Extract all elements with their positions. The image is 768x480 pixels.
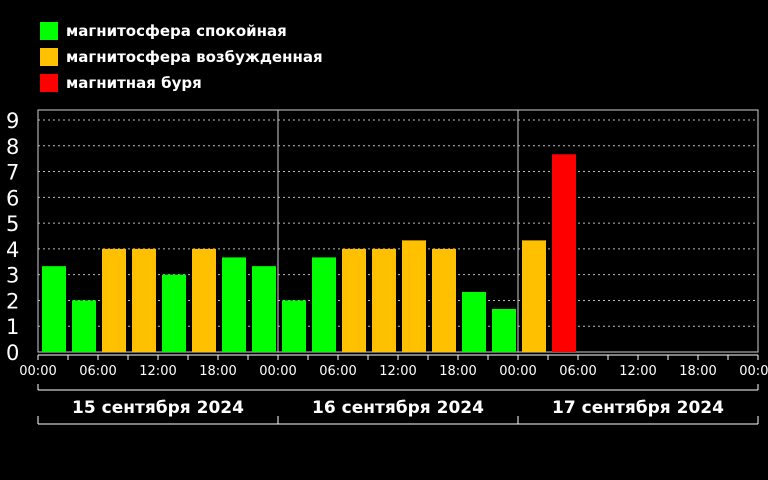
legend-swatch	[40, 48, 58, 66]
legend-item: магнитосфера спокойная	[40, 18, 323, 44]
x-tick-label: 12:00	[139, 364, 176, 379]
plot-frame	[37, 109, 759, 353]
y-tick-label: 0	[6, 341, 19, 365]
x-tick-label: 00:00	[739, 364, 768, 379]
bar	[492, 308, 516, 352]
legend-item: магнитная буря	[40, 70, 323, 96]
day-label: 17 сентября 2024	[552, 398, 724, 418]
y-tick-label: 4	[6, 238, 19, 262]
bar	[162, 274, 186, 352]
legend-label: магнитосфера возбужденная	[66, 48, 323, 66]
bar	[462, 291, 486, 352]
day-label: 15 сентября 2024	[72, 398, 244, 418]
bar	[102, 248, 126, 352]
bar	[192, 248, 216, 352]
y-tick-label: 8	[6, 135, 19, 159]
x-tick-label: 06:00	[319, 364, 356, 379]
bar	[42, 266, 66, 352]
y-tick-label: 1	[6, 315, 19, 339]
legend-label: магнитная буря	[66, 74, 202, 92]
x-tick-label: 18:00	[679, 364, 716, 379]
bar	[372, 248, 396, 352]
y-tick-label: 7	[6, 161, 19, 185]
bar	[282, 300, 306, 352]
y-tick-label: 5	[6, 212, 19, 236]
bar	[342, 248, 366, 352]
x-tick-label: 00:00	[19, 364, 56, 379]
legend-swatch	[40, 22, 58, 40]
bar	[402, 240, 426, 352]
x-tick-label: 18:00	[439, 364, 476, 379]
y-tick-label: 9	[6, 109, 19, 133]
y-tick-label: 3	[6, 264, 19, 288]
legend-swatch	[40, 74, 58, 92]
x-tick-label: 12:00	[619, 364, 656, 379]
bar	[552, 154, 576, 352]
y-tick-label: 6	[6, 186, 19, 210]
legend: магнитосфера спокойная магнитосфера возбу…	[40, 18, 323, 96]
x-tick-label: 18:00	[199, 364, 236, 379]
bar	[132, 248, 156, 352]
legend-item: магнитосфера возбужденная	[40, 44, 323, 70]
y-tick-label: 2	[6, 289, 19, 313]
x-tick-label: 00:00	[499, 364, 536, 379]
bar	[222, 257, 246, 352]
x-tick-label: 00:00	[259, 364, 296, 379]
bar	[432, 248, 456, 352]
x-tick-label: 12:00	[379, 364, 416, 379]
bar	[312, 257, 336, 352]
bar	[252, 266, 276, 352]
x-tick-label: 06:00	[559, 364, 596, 379]
bar	[72, 300, 96, 352]
x-tick-label: 06:00	[79, 364, 116, 379]
bar	[522, 240, 546, 352]
day-label: 16 сентября 2024	[312, 398, 484, 418]
legend-label: магнитосфера спокойная	[66, 22, 287, 40]
